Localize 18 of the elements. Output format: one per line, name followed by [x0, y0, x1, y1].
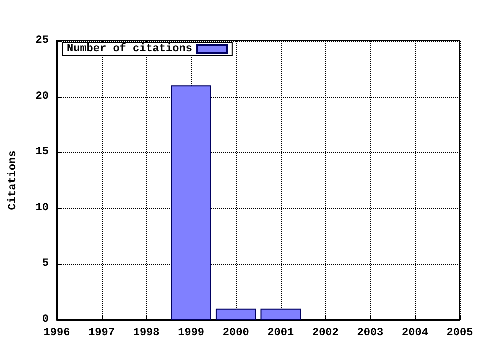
- x-tick-label: 2004: [402, 328, 429, 340]
- x-tick-label: 2001: [268, 328, 294, 340]
- y-tick-label: 25: [36, 35, 50, 47]
- y-tick-label: 10: [36, 202, 49, 214]
- y-tick-label: 5: [42, 258, 50, 270]
- y-tick-label: 0: [42, 314, 49, 326]
- legend-label: Number of citations: [67, 42, 192, 56]
- x-tick-label: 1999: [178, 328, 205, 340]
- x-tick-label: 1997: [88, 328, 115, 340]
- x-tick-label: 2003: [357, 328, 384, 340]
- y-tick-label: 20: [36, 90, 49, 103]
- x-tick-label: 2002: [312, 328, 339, 340]
- x-tick-label: 1998: [133, 328, 160, 340]
- x-tick-label: 2000: [222, 328, 250, 340]
- x-tick-label: 1996: [44, 328, 70, 340]
- y-axis-title: Citations: [8, 150, 20, 210]
- x-tick-label: 2005: [446, 328, 474, 340]
- y-tick-label: 15: [36, 146, 50, 159]
